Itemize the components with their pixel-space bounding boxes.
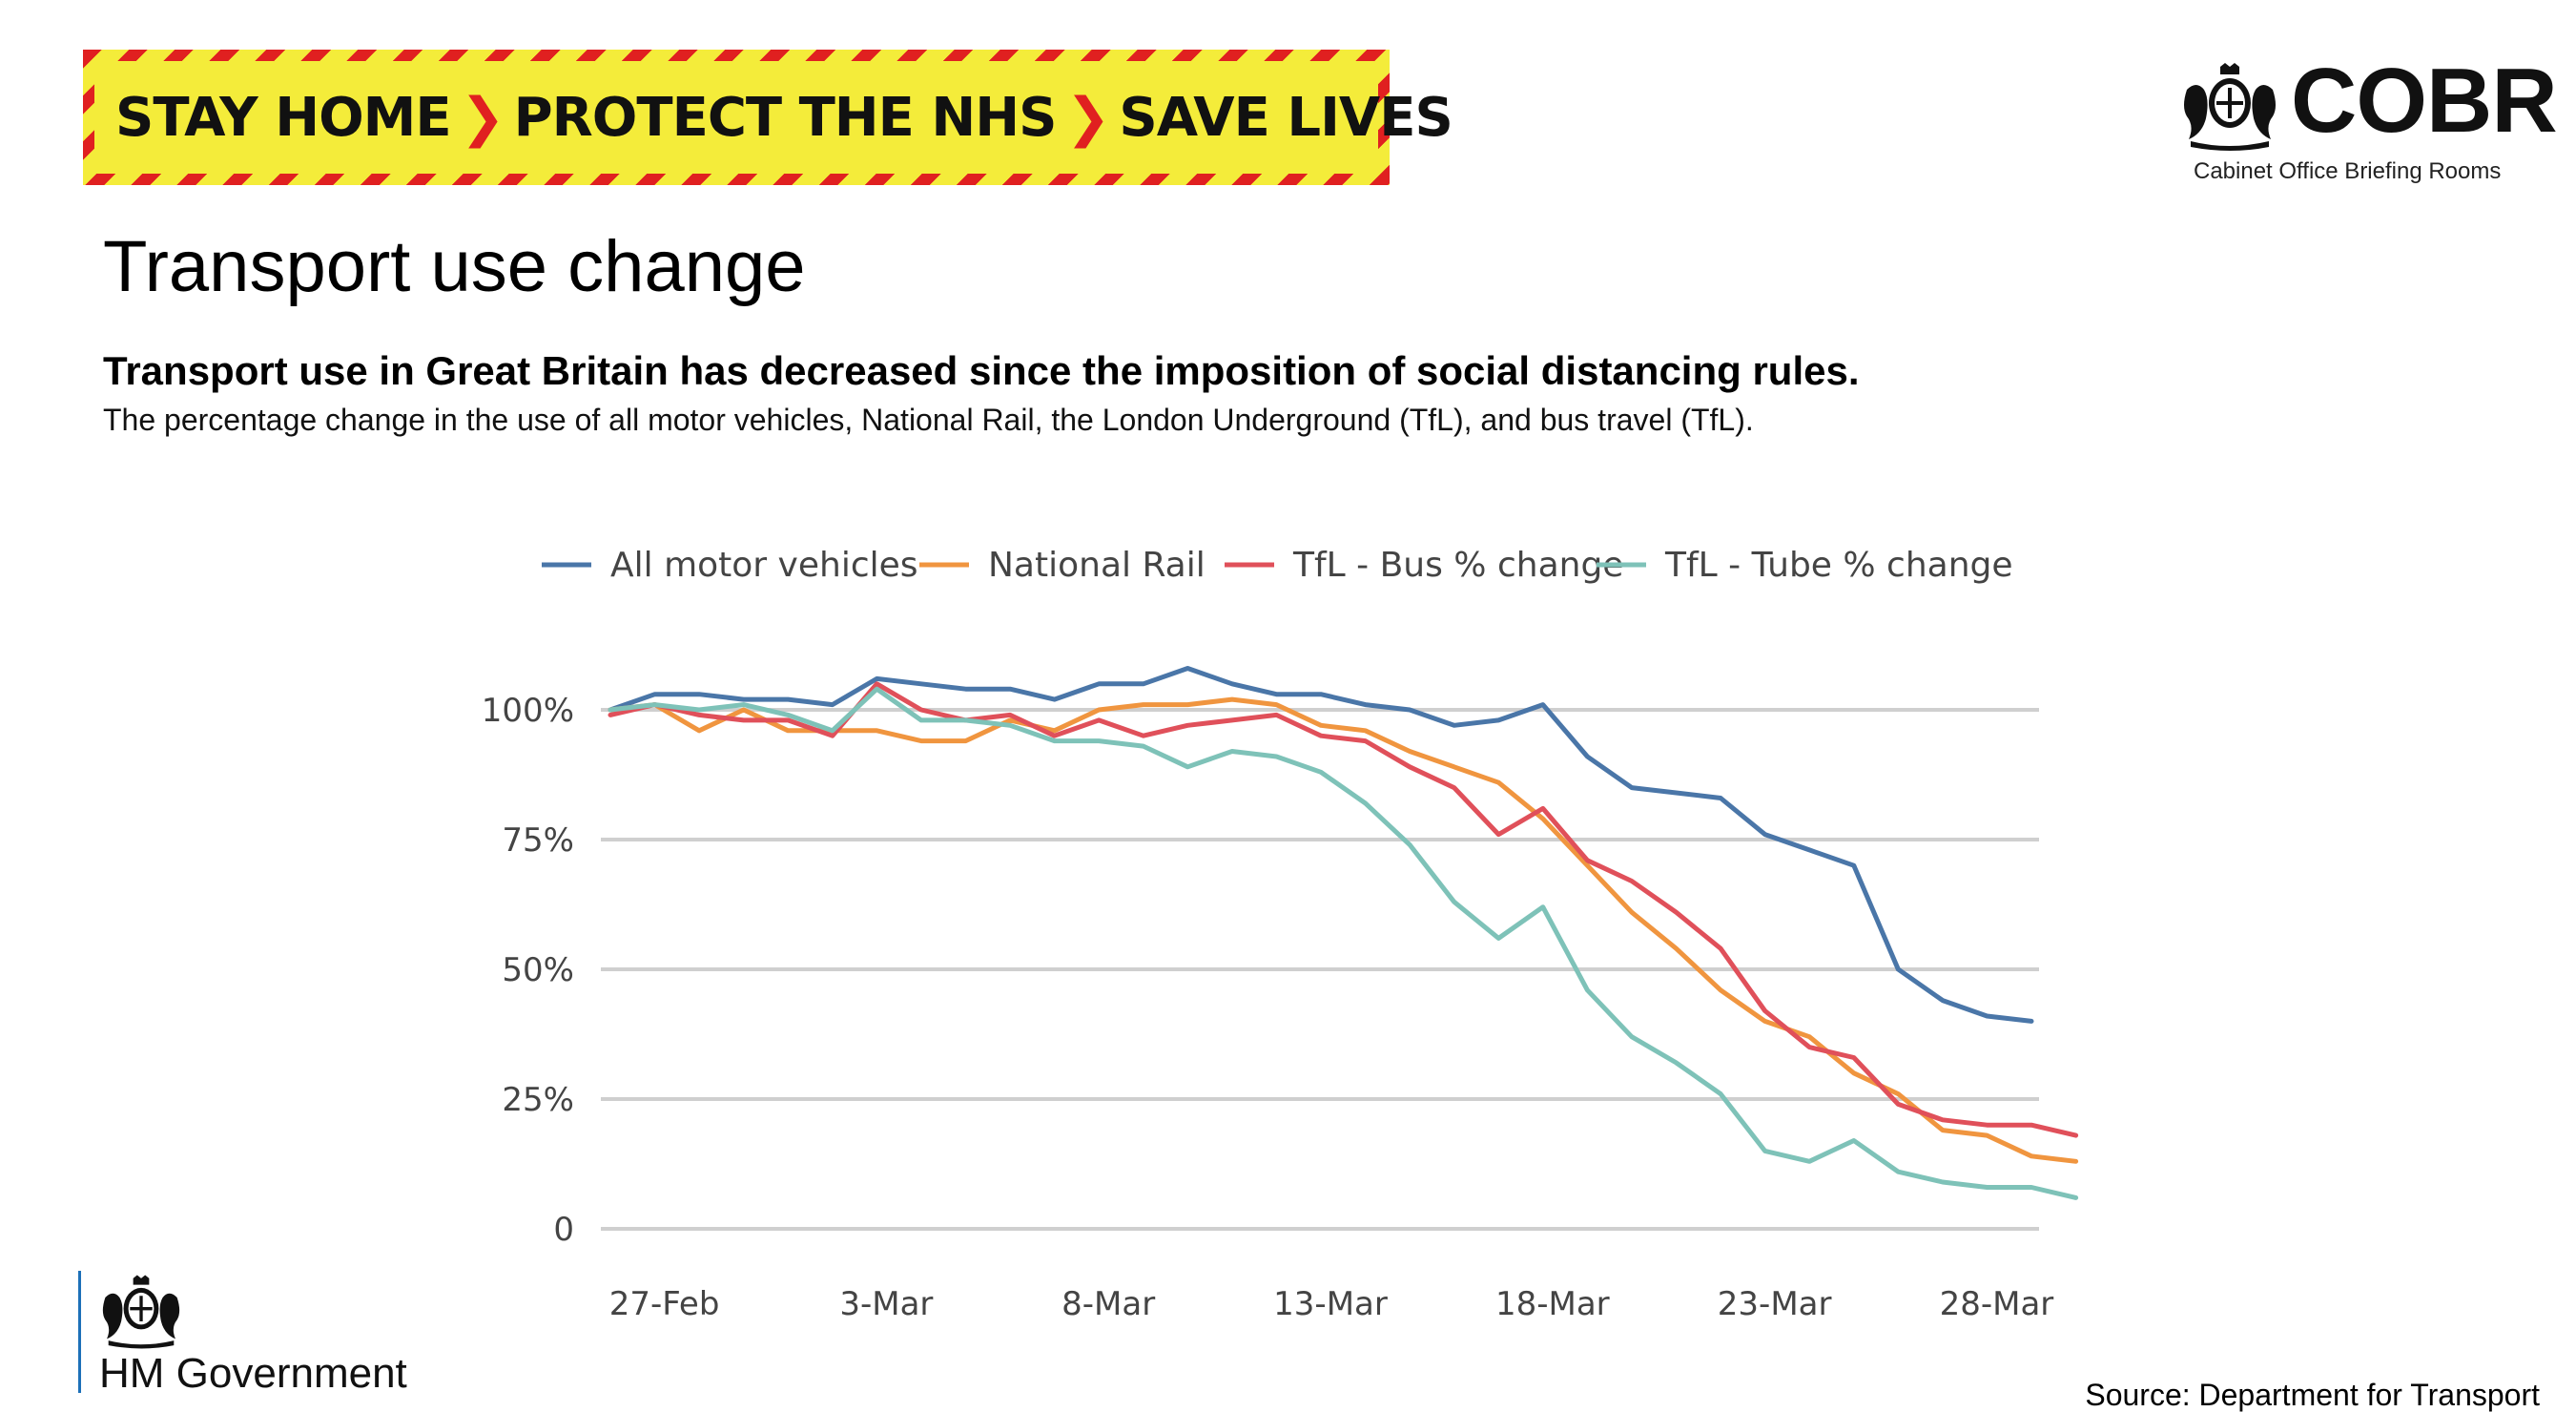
x-axis-ticks: 27-Feb 3-Mar 8-Mar 13-Mar 18-Mar 23-Mar 28-Mar	[609, 1285, 2054, 1323]
source-note: Source: Department for Transport	[2085, 1378, 2540, 1412]
y-tick-label: 50%	[502, 951, 574, 989]
x-tick-label: 18-Mar	[1495, 1285, 1610, 1323]
legend-label: National Rail	[988, 546, 1206, 585]
series-line-3	[608, 681, 2079, 1138]
slogan-banner: STAY HOME ❯ PROTECT THE NHS ❯ SAVE LIVES	[83, 50, 1453, 185]
slogan-save-lives: SAVE LIVES	[1119, 86, 1453, 149]
chart-legend: All motor vehicles National Rail TfL - Bus…	[542, 546, 2013, 585]
legend-label: TfL - Tube % change	[1664, 546, 2013, 585]
y-tick-label: 100%	[482, 692, 574, 730]
series-line-1	[608, 666, 2034, 1024]
y-tick-label: 25%	[502, 1081, 574, 1119]
chart-description: The percentage change in the use of all …	[103, 403, 1754, 437]
x-tick-label: 8-Mar	[1061, 1285, 1155, 1323]
royal-coat-of-arms-icon	[2184, 63, 2276, 151]
x-tick-label: 3-Mar	[839, 1285, 933, 1323]
x-tick-label: 28-Mar	[1940, 1285, 2054, 1323]
series-line-2	[608, 696, 2079, 1164]
cobr-subtitle: Cabinet Office Briefing Rooms	[2194, 158, 2502, 184]
y-axis-ticks: 100% 75% 50% 25% 0	[482, 692, 574, 1249]
chart-series	[608, 666, 2079, 1200]
chart-gridlines	[601, 708, 2039, 1231]
royal-coat-of-arms-icon	[102, 1275, 180, 1349]
hm-government-label: HM Government	[99, 1350, 407, 1397]
page-title: Transport use change	[103, 226, 806, 307]
series-line-4	[608, 686, 2079, 1200]
slogan-protect-nhs: PROTECT THE NHS	[513, 86, 1058, 149]
y-tick-label: 75%	[502, 821, 574, 860]
hm-government-rule	[78, 1271, 81, 1393]
slogan-stay-home: STAY HOME	[115, 86, 452, 149]
legend-label: All motor vehicles	[610, 546, 918, 585]
x-tick-label: 27-Feb	[609, 1285, 720, 1323]
slogan-text: STAY HOME ❯ PROTECT THE NHS ❯ SAVE LIVES	[94, 61, 1453, 174]
chevron-right-icon: ❯	[460, 86, 505, 149]
cobr-logo-text: COBR	[2291, 50, 2558, 152]
y-tick-label: 0	[553, 1211, 574, 1249]
x-tick-label: 23-Mar	[1718, 1285, 1832, 1323]
chart-headline: Transport use in Great Britain has decre…	[103, 348, 1860, 393]
chevron-right-icon: ❯	[1065, 86, 1111, 149]
x-tick-label: 13-Mar	[1273, 1285, 1388, 1323]
legend-label: TfL - Bus % change	[1292, 546, 1623, 585]
